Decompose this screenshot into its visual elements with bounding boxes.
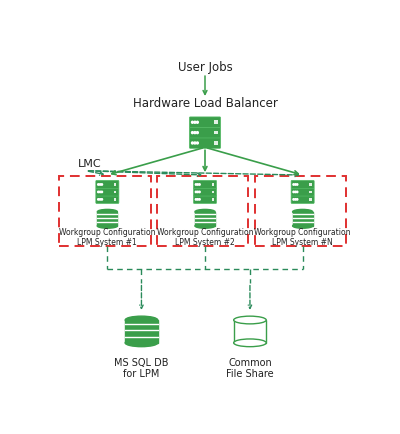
Bar — [195, 212, 215, 226]
Text: Hardware Load Balancer: Hardware Load Balancer — [132, 97, 278, 110]
FancyBboxPatch shape — [114, 183, 116, 186]
Circle shape — [100, 184, 101, 185]
Bar — [125, 320, 158, 343]
FancyBboxPatch shape — [194, 188, 216, 196]
Text: Common
File Share: Common File Share — [226, 358, 274, 379]
Circle shape — [293, 191, 294, 193]
Bar — [255, 176, 346, 246]
Text: User Jobs: User Jobs — [178, 61, 232, 74]
Circle shape — [196, 142, 198, 144]
Text: Workgroup Configuration
LPM System #2: Workgroup Configuration LPM System #2 — [157, 228, 253, 247]
Circle shape — [101, 191, 102, 193]
Ellipse shape — [195, 224, 215, 228]
Circle shape — [293, 184, 294, 185]
Circle shape — [98, 199, 99, 200]
FancyBboxPatch shape — [214, 141, 218, 145]
Circle shape — [296, 191, 298, 193]
Circle shape — [199, 199, 200, 200]
FancyBboxPatch shape — [212, 183, 214, 186]
FancyBboxPatch shape — [309, 183, 312, 186]
Circle shape — [100, 199, 101, 200]
Ellipse shape — [97, 209, 117, 214]
FancyBboxPatch shape — [214, 120, 218, 124]
Circle shape — [197, 191, 198, 193]
FancyBboxPatch shape — [189, 127, 221, 138]
Circle shape — [199, 191, 200, 193]
Bar — [97, 212, 117, 226]
Circle shape — [100, 191, 101, 193]
Circle shape — [295, 199, 296, 200]
Circle shape — [98, 191, 99, 193]
Circle shape — [195, 191, 197, 193]
Circle shape — [197, 184, 198, 185]
FancyBboxPatch shape — [309, 191, 312, 193]
Circle shape — [296, 184, 298, 185]
FancyBboxPatch shape — [96, 195, 119, 204]
FancyBboxPatch shape — [291, 181, 314, 189]
Circle shape — [194, 121, 196, 123]
Ellipse shape — [125, 316, 158, 324]
Circle shape — [295, 184, 296, 185]
Circle shape — [195, 184, 197, 185]
Circle shape — [296, 199, 298, 200]
Circle shape — [192, 142, 193, 144]
Circle shape — [196, 132, 198, 134]
Circle shape — [194, 132, 196, 134]
Circle shape — [199, 184, 200, 185]
Ellipse shape — [234, 316, 266, 324]
FancyBboxPatch shape — [212, 191, 214, 193]
Circle shape — [295, 191, 296, 193]
Ellipse shape — [293, 224, 313, 228]
FancyBboxPatch shape — [214, 131, 218, 135]
FancyBboxPatch shape — [114, 198, 116, 201]
FancyBboxPatch shape — [194, 195, 216, 204]
Ellipse shape — [125, 339, 158, 347]
Circle shape — [194, 142, 196, 144]
Text: LMC: LMC — [78, 159, 102, 169]
Bar — [293, 212, 313, 226]
FancyBboxPatch shape — [96, 188, 119, 196]
FancyBboxPatch shape — [114, 191, 116, 193]
FancyBboxPatch shape — [189, 138, 221, 148]
Text: Workgroup Configuration
LPM System #1: Workgroup Configuration LPM System #1 — [59, 228, 156, 247]
Ellipse shape — [234, 339, 266, 347]
Ellipse shape — [293, 209, 313, 214]
FancyBboxPatch shape — [212, 198, 214, 201]
Bar — [157, 176, 248, 246]
Circle shape — [192, 132, 193, 134]
Circle shape — [293, 199, 294, 200]
FancyBboxPatch shape — [96, 181, 119, 189]
Ellipse shape — [97, 224, 117, 228]
Circle shape — [101, 184, 102, 185]
FancyBboxPatch shape — [291, 195, 314, 204]
FancyBboxPatch shape — [189, 117, 221, 128]
Circle shape — [197, 199, 198, 200]
Circle shape — [101, 199, 102, 200]
Circle shape — [98, 184, 99, 185]
Bar — [234, 320, 266, 343]
Circle shape — [196, 121, 198, 123]
FancyBboxPatch shape — [291, 188, 314, 196]
Text: MS SQL DB
for LPM: MS SQL DB for LPM — [114, 358, 169, 379]
Text: Workgroup Configuration
LPM System #N: Workgroup Configuration LPM System #N — [254, 228, 351, 247]
Bar — [59, 176, 151, 246]
Circle shape — [195, 199, 197, 200]
FancyBboxPatch shape — [194, 181, 216, 189]
FancyBboxPatch shape — [309, 198, 312, 201]
Ellipse shape — [195, 209, 215, 214]
Circle shape — [192, 121, 193, 123]
